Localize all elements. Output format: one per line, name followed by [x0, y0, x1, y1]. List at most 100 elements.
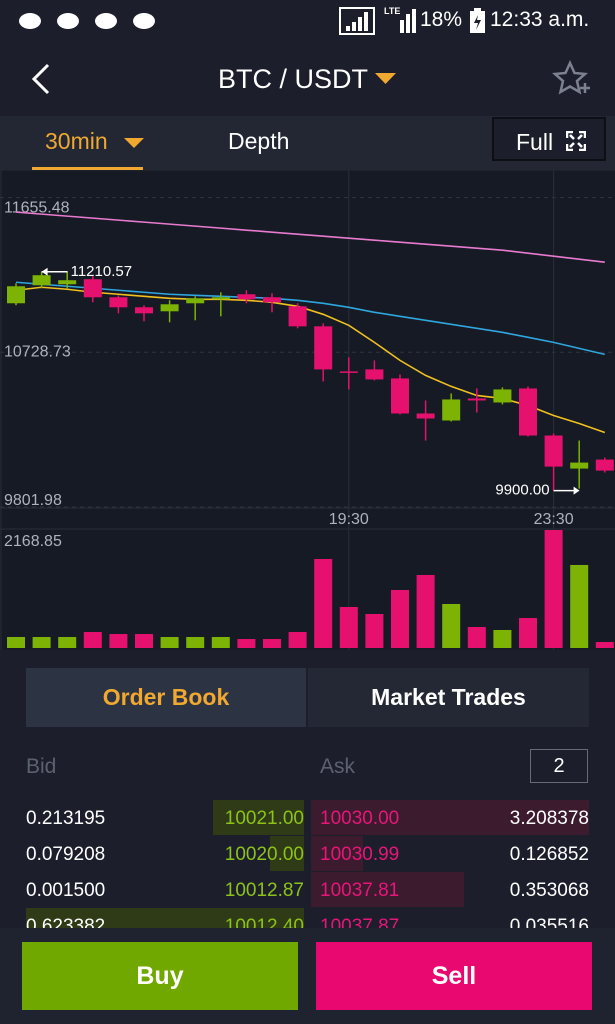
volume-bar: [83, 632, 102, 648]
candle-body: [314, 326, 333, 370]
active-tab-underline: [32, 167, 143, 170]
candle-body: [595, 459, 614, 471]
ask-amount: 0.035516: [509, 916, 589, 928]
depth-tab[interactable]: Depth: [228, 128, 290, 154]
bid-depth-bar: [26, 908, 304, 928]
bid-header: Bid: [26, 755, 57, 778]
candle-body: [83, 279, 102, 298]
low-price-label: 9900.00: [495, 482, 549, 499]
notification-icons: [19, 13, 155, 29]
price-axis-label: 10728.73: [4, 343, 71, 360]
interval-tabs: 30min Depth Full: [0, 116, 615, 170]
volume-bar: [570, 564, 589, 648]
header: BTC / USDT: [0, 40, 615, 116]
market-trades-label: Market Trades: [371, 684, 526, 710]
bid-depth-bar: [270, 836, 304, 871]
candle-body: [211, 297, 230, 300]
volume-bar: [135, 634, 153, 648]
volume-bar: [314, 558, 333, 648]
candle-body: [416, 413, 435, 419]
pair-dropdown-arrow: [375, 73, 396, 84]
interval-dropdown-arrow: [124, 138, 144, 148]
volume-bar: [493, 629, 512, 648]
candle-body: [493, 389, 512, 403]
time-axis-label: 23:30: [534, 511, 574, 528]
candle-body: [160, 304, 179, 312]
low-marker-arrowhead: [573, 486, 580, 495]
ask-price: 10037.87: [320, 916, 400, 928]
ask-header: Ask: [320, 755, 356, 778]
order-book-label: Order Book: [102, 684, 230, 710]
price-axis-label: 9801.98: [4, 492, 62, 509]
bid-depth-bar: [213, 800, 304, 835]
moving-average-line: [15, 211, 605, 263]
network-type: LTE: [384, 6, 401, 16]
candle-body: [544, 435, 563, 467]
candle-body: [391, 378, 409, 414]
order-row[interactable]: 0.213195 10021.00 10030.00 3.208378: [0, 800, 615, 836]
clock: 12:33 a.m.: [490, 8, 590, 31]
ask-depth-bar: [311, 872, 464, 907]
favorite-button[interactable]: [552, 60, 592, 98]
ask-amount: 0.353068: [509, 880, 589, 901]
candle-body: [7, 286, 25, 304]
fullscreen-icon: [566, 131, 586, 151]
sell-button[interactable]: Sell: [316, 942, 592, 1010]
volume-bar: [237, 639, 256, 648]
candle-body: [32, 275, 51, 286]
candle-body: [467, 398, 486, 401]
moving-average-line: [15, 281, 605, 356]
pair-title[interactable]: BTC / USDT: [218, 64, 369, 94]
volume-bar: [109, 634, 128, 648]
back-button[interactable]: [28, 62, 54, 96]
interval-tab[interactable]: 30min: [45, 128, 108, 154]
action-bar: Buy Sell: [0, 928, 615, 1024]
volume-bar: [339, 606, 358, 648]
candle-body: [570, 462, 589, 469]
ask-price: 10030.00: [320, 808, 400, 829]
full-label: Full: [516, 129, 554, 155]
market-trades-tab[interactable]: Market Trades: [308, 668, 589, 727]
ask-price: 10030.99: [320, 844, 400, 865]
full-button[interactable]: Full: [492, 117, 606, 161]
order-row[interactable]: 0.001500 10012.87 10037.81 0.353068: [0, 872, 615, 908]
volume-bar: [32, 637, 51, 648]
volume-bar: [211, 637, 230, 648]
buy-button[interactable]: Buy: [22, 942, 298, 1010]
order-row[interactable]: 0.079208 10020.00 10030.99 0.126852: [0, 836, 615, 872]
volume-bar: [442, 603, 461, 648]
candle-body: [109, 297, 128, 308]
ask-amount: 3.208378: [509, 808, 589, 829]
volume-bar: [160, 637, 179, 648]
bid-amount: 0.079208: [26, 844, 106, 865]
order-book-tab[interactable]: Order Book: [26, 668, 306, 727]
candle-body: [288, 306, 307, 327]
moving-average-line: [15, 286, 606, 434]
bid-amount: 0.213195: [26, 808, 106, 829]
volume-axis-label: 2168.85: [4, 533, 62, 550]
ask-depth-bar: [311, 800, 589, 835]
bid-price: 10012.87: [224, 880, 304, 901]
candle-body: [58, 280, 77, 285]
volume-bar: [263, 639, 281, 648]
candle-body: [519, 388, 537, 436]
ask-price: 10037.81: [320, 880, 400, 901]
precision-selector[interactable]: 2: [530, 749, 588, 783]
ask-depth-bar: [311, 836, 363, 871]
candle-body: [339, 371, 358, 373]
ask-amount: 0.126852: [509, 844, 589, 865]
status-bar: LTE 18% 12:33 a.m.: [0, 0, 615, 40]
volume-bar: [416, 574, 435, 648]
volume-bar: [519, 618, 537, 648]
bid-amount: 0.623382: [26, 916, 106, 928]
volume-bar: [391, 590, 409, 648]
volume-bar: [595, 642, 614, 648]
time-axis-label: 19:30: [329, 511, 369, 528]
order-row[interactable]: 0.623382 10012.40 10037.87 0.035516: [0, 908, 615, 928]
high-price-label: 11210.57: [71, 263, 132, 280]
order-book-rows: 0.213195 10021.00 10030.00 3.208378 0.079208…: [0, 800, 615, 928]
battery-icon: [470, 8, 485, 33]
volume-bar: [544, 530, 563, 648]
